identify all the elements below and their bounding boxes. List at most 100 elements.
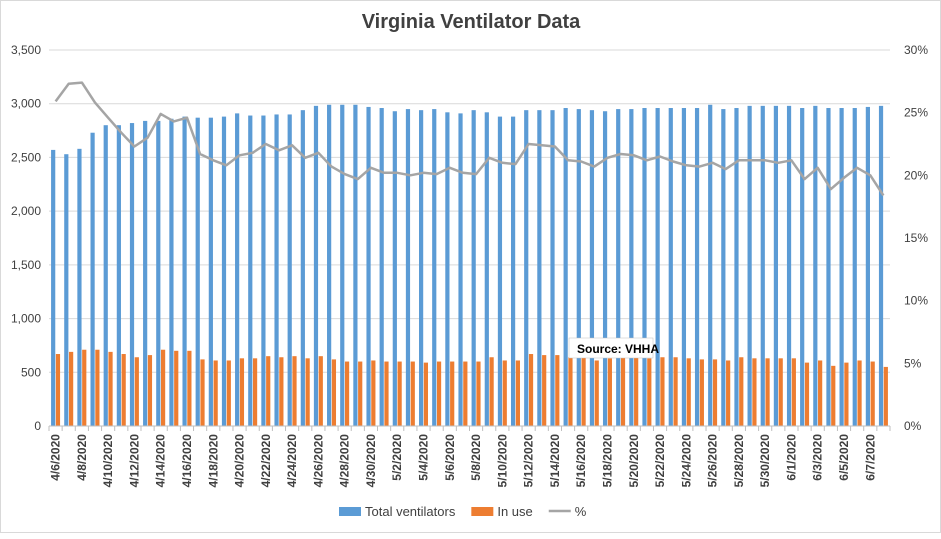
bar-in-use (358, 361, 363, 426)
bar-total-ventilators (327, 104, 332, 426)
bar-total-ventilators (51, 149, 56, 426)
bar-in-use (82, 349, 87, 426)
bar-total-ventilators (708, 104, 713, 426)
bar-total-ventilators (248, 115, 253, 426)
x-tick-label: 5/4/2020 (417, 434, 431, 481)
x-tick-label: 5/8/2020 (469, 434, 483, 481)
bar-total-ventilators (458, 113, 463, 426)
x-tick-label: 4/22/2020 (259, 434, 273, 488)
line-percent (54, 81, 885, 197)
bar-total-ventilators (510, 116, 516, 426)
bar-in-use (371, 360, 376, 426)
bar-total-ventilators (786, 105, 792, 426)
bar-in-use (410, 361, 415, 426)
bar-in-use (831, 365, 836, 426)
bar-total-ventilators (379, 108, 384, 427)
bar-in-use (200, 359, 205, 426)
bar-total-ventilators (419, 110, 424, 426)
bar-total-ventilators (589, 110, 595, 426)
legend: Total ventilators In use% (339, 504, 587, 519)
bar-in-use (305, 358, 310, 426)
bar-in-use (844, 362, 849, 426)
bar-total-ventilators (392, 111, 397, 426)
bar-total-ventilators (813, 105, 818, 426)
bar-total-ventilators (865, 106, 870, 427)
bar-total-ventilators (734, 108, 739, 427)
y-left-tick-label: 1,500 (11, 258, 41, 272)
bar-in-use (226, 360, 231, 426)
bar-total-ventilators (484, 112, 489, 427)
bar-in-use (384, 361, 389, 426)
bar-total-ventilators (313, 105, 319, 426)
bar-total-ventilators (668, 108, 673, 427)
bar-in-use (686, 358, 691, 426)
x-tick-label: 6/7/2020 (863, 434, 877, 481)
bar-in-use (712, 359, 718, 426)
bar-in-use (739, 357, 744, 426)
bar-in-use (883, 366, 888, 426)
bar-total-ventilators (261, 115, 266, 426)
bar-in-use (397, 361, 402, 426)
y-left-tick-label: 3,500 (11, 43, 41, 57)
x-tick-label: 4/14/2020 (154, 434, 168, 488)
y-left-tick-label: 3,000 (11, 97, 41, 111)
bar-in-use (476, 361, 481, 426)
bar-total-ventilators (773, 105, 779, 426)
legend-label: % (575, 504, 587, 519)
bar-in-use (436, 361, 442, 426)
bar-in-use (528, 354, 534, 426)
bar-total-ventilators (353, 104, 358, 426)
bar-in-use (292, 356, 297, 426)
bar-total-ventilators (576, 109, 581, 426)
y-right-tick-label: 5% (904, 356, 922, 370)
bar-total-ventilators (340, 104, 345, 426)
y-left-tick-label: 2,000 (11, 204, 41, 218)
bar-total-ventilators (537, 110, 542, 426)
bar-total-ventilators (235, 113, 240, 426)
bar-in-use (134, 357, 139, 426)
x-tick-label: 5/20/2020 (627, 434, 641, 488)
x-tick-label: 5/28/2020 (732, 434, 746, 488)
legend-swatch (471, 507, 494, 516)
x-tick-label: 4/26/2020 (311, 434, 325, 488)
bar-in-use (55, 354, 61, 426)
bar-total-ventilators (129, 123, 135, 427)
bar-total-ventilators (287, 114, 292, 426)
y-right-tick-label: 10% (904, 294, 928, 308)
bar-in-use (634, 357, 639, 426)
bar-in-use (791, 358, 796, 426)
y-right-tick-label: 30% (904, 43, 928, 57)
y-left-tick-label: 0 (34, 419, 41, 433)
bar-in-use (69, 351, 74, 426)
bar-in-use (489, 357, 494, 426)
bar-total-ventilators (169, 118, 174, 427)
bar-in-use (266, 356, 271, 426)
bar-in-use (542, 355, 547, 426)
bar-total-ventilators (471, 110, 476, 426)
legend-label: Total ventilators (365, 504, 456, 519)
bar-in-use (857, 360, 862, 426)
bar-in-use (279, 357, 284, 426)
bar-total-ventilators (432, 109, 437, 426)
bar-total-ventilators (156, 120, 161, 426)
y-left-tick-label: 1,000 (11, 312, 41, 326)
bar-total-ventilators (681, 108, 687, 427)
bar-total-ventilators (195, 117, 200, 427)
bar-total-ventilators (655, 108, 660, 427)
x-tick-label: 4/20/2020 (233, 434, 247, 488)
x-tick-label: 5/2/2020 (390, 434, 404, 481)
bar-in-use (147, 355, 153, 426)
x-tick-label: 6/5/2020 (837, 434, 851, 481)
bar-in-use (607, 358, 612, 426)
bar-total-ventilators (445, 112, 450, 427)
bar-in-use (121, 354, 126, 426)
x-tick-label: 5/16/2020 (574, 434, 588, 488)
bar-total-ventilators (64, 154, 69, 426)
bar-total-ventilators (694, 108, 700, 427)
y-right-tick-label: 15% (904, 231, 928, 245)
x-tick-label: 4/30/2020 (364, 434, 378, 488)
bar-total-ventilators (103, 125, 108, 426)
source-annotation: Source: VHHA (568, 337, 659, 359)
percent-line (54, 81, 885, 197)
